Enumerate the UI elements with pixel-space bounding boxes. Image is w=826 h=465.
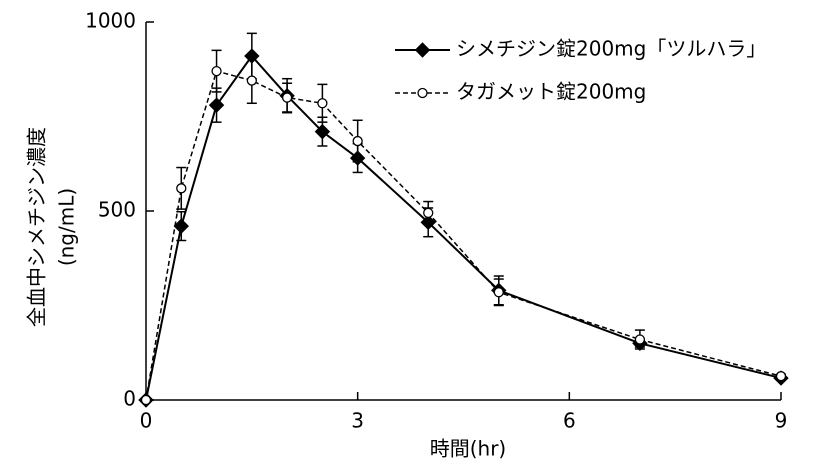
legend-item-1: シメチジン錠200mg「ツルハラ」 (395, 37, 766, 61)
data-point (493, 287, 504, 298)
y-axis-title: 全血中シメチジン濃度 (25, 127, 49, 327)
x-tick-label: 0 (140, 409, 153, 433)
y-axis-unit: (ng/mL) (55, 188, 79, 266)
data-point (211, 65, 222, 77)
series-layer (138, 32, 789, 408)
legend-marker (414, 42, 431, 58)
data-point (423, 207, 434, 219)
data-point (208, 97, 225, 113)
data-point (634, 334, 646, 345)
x-tick-label: 6 (563, 409, 576, 433)
axes: 0 3 6 9 0 500 1000 (85, 9, 787, 433)
y-axis-title-group: 全血中シメチジン濃度 (ng/mL) (25, 127, 79, 327)
y-tick-label: 1000 (85, 9, 136, 33)
data-point (314, 123, 331, 140)
y-tick-label: 0 (123, 387, 136, 411)
data-point (246, 75, 257, 86)
x-tick-label: 9 (775, 409, 788, 433)
series-line (145, 54, 782, 401)
data-point (281, 92, 293, 103)
legend-label: シメチジン錠200mg「ツルハラ」 (456, 37, 766, 61)
series-2 (140, 49, 787, 406)
series-line (145, 70, 782, 401)
data-point (176, 183, 187, 194)
legend-label: タガメット錠200mg (456, 80, 646, 104)
data-point (317, 98, 328, 109)
legend: シメチジン錠200mg「ツルハラ」タガメット錠200mg (395, 37, 766, 104)
data-point (352, 135, 363, 147)
data-point (173, 218, 189, 234)
legend-marker (417, 87, 428, 99)
legend-item-2: タガメット錠200mg (395, 80, 646, 104)
y-tick-label: 500 (98, 198, 136, 222)
x-tick-label: 3 (351, 409, 364, 433)
x-axis-title: 時間(hr) (430, 437, 507, 461)
data-point (140, 394, 152, 406)
data-point (775, 371, 787, 382)
